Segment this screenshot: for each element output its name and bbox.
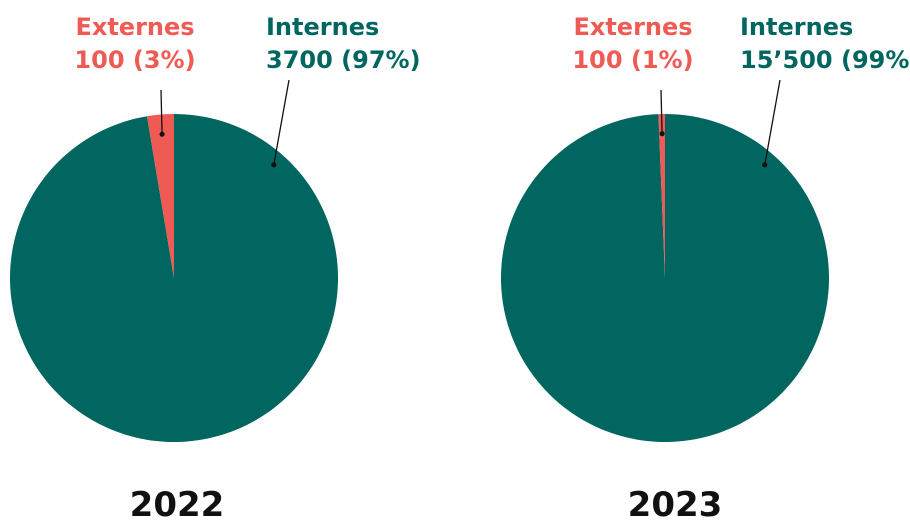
leader-dot-internes-2023: [762, 162, 768, 168]
pie-chart-2022: Externes 100 (3%) Internes 3700 (97%) 20…: [9, 13, 421, 523]
leader-line-internes-2023: [764, 79, 781, 165]
leader-line-externes-2023: [660, 89, 663, 134]
chart-title-2023: 2023: [628, 485, 723, 523]
leader-dot-internes-2022: [271, 162, 277, 168]
slice-label-name-internes-2022: Internes: [266, 13, 379, 41]
slice-label-name-externes-2023: Externes: [573, 13, 692, 41]
slice-label-name-externes-2022: Externes: [75, 13, 194, 41]
pie-slice-internes-2023: [500, 114, 829, 442]
slice-label-value-externes-2022: 100 (3%): [74, 46, 195, 74]
chart-title-2022: 2022: [130, 485, 225, 523]
leader-line-externes-2022: [160, 89, 163, 135]
slice-label-value-externes-2023: 100 (1%): [572, 46, 693, 74]
leader-dot-externes-2022: [159, 131, 165, 137]
slice-label-value-internes-2023: 15’500 (99%): [740, 46, 910, 74]
leader-line-internes-2022: [273, 79, 290, 165]
pie-slice-externes-2023: [658, 114, 665, 278]
pie-slice-externes-2022: [147, 114, 174, 278]
slice-label-name-internes-2023: Internes: [740, 13, 853, 41]
leader-dot-externes-2023: [659, 131, 665, 137]
pie-slice-internes-2022: [9, 114, 338, 443]
slice-label-value-internes-2022: 3700 (97%): [266, 46, 421, 74]
pie-chart-2023: Externes 100 (1%) Internes 15’500 (99%) …: [500, 13, 910, 523]
